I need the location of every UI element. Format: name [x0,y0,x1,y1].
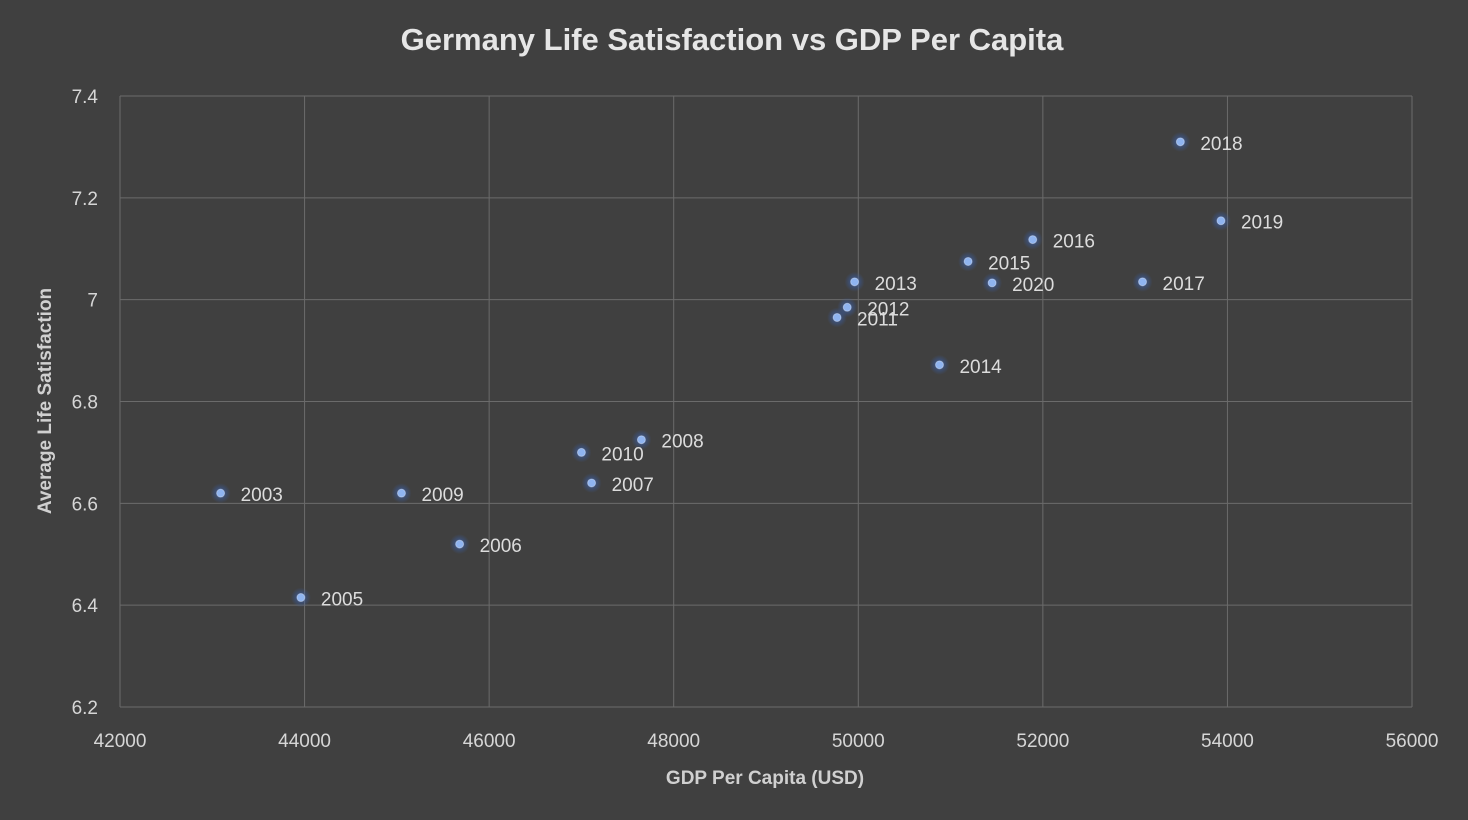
y-tick-label: 7.2 [72,189,98,210]
data-point [1022,229,1043,250]
data-point-marker [963,256,973,266]
data-label: 2016 [1053,232,1095,253]
tick-labels: 42000 44000 46000 48000 50000 52000 54000 56000… [72,87,1439,752]
data-point-marker [832,312,842,322]
y-tick-label: 7.4 [72,87,99,108]
y-axis-title: Average Life Satisfaction [35,288,56,514]
data-point-marker [1028,235,1038,245]
x-tick-label: 44000 [278,731,331,752]
data-point [290,587,311,608]
y-tick-label: 7 [87,291,98,312]
data-point-marker [934,360,944,370]
data-points [210,131,1231,608]
y-tick-label: 6.4 [72,596,99,617]
y-tick-label: 6.2 [72,698,98,719]
data-label: 2003 [241,485,283,506]
data-label: 2020 [1012,275,1054,296]
data-label: 2011 [857,309,898,330]
y-tick-label: 6.6 [72,494,98,515]
data-point-marker [850,277,860,287]
data-label: 2006 [480,536,522,557]
data-label: 2009 [421,485,463,506]
data-label: 2019 [1241,213,1283,234]
data-label: 2012 [867,299,909,320]
data-point [210,483,231,504]
data-point [837,297,858,318]
x-tick-label: 48000 [647,731,700,752]
x-tick-label: 42000 [94,731,147,752]
data-point [1132,271,1153,292]
chart-title: Germany Life Satisfaction vs GDP Per Cap… [401,22,1064,57]
x-tick-label: 52000 [1016,731,1069,752]
data-point [1210,210,1231,231]
data-point-marker [587,478,597,488]
data-point [391,483,412,504]
data-point [631,429,652,450]
data-point [1170,131,1191,152]
y-tick-label: 6.8 [72,393,98,414]
data-label: 2018 [1200,134,1242,155]
data-label: 2017 [1163,274,1205,295]
data-point-marker [842,302,852,312]
data-point-marker [576,447,586,457]
data-label: 2015 [988,253,1030,274]
data-label: 2010 [601,444,643,465]
x-tick-label: 56000 [1386,731,1439,752]
data-point-marker [636,435,646,445]
x-tick-label: 46000 [463,731,516,752]
data-point [449,534,470,555]
data-point-marker [1175,137,1185,147]
data-label: 2005 [321,590,363,611]
data-point-marker [396,488,406,498]
data-point [844,271,865,292]
x-tick-label: 54000 [1201,731,1254,752]
data-point [958,251,979,272]
data-label: 2007 [612,475,654,496]
data-point [571,442,592,463]
data-point [581,472,602,493]
x-tick-label: 50000 [832,731,885,752]
data-label: 2013 [875,274,917,295]
data-point-marker [455,539,465,549]
data-point-marker [296,593,306,603]
gridlines [119,95,1413,708]
data-point [982,272,1003,293]
data-label: 2008 [661,432,703,453]
data-label: 2014 [959,357,1002,378]
data-point-marker [987,278,997,288]
data-point-marker [216,488,226,498]
data-point-marker [1216,216,1226,226]
data-point [929,354,950,375]
x-axis-title: GDP Per Capita (USD) [666,768,864,789]
data-point-marker [1138,277,1148,287]
